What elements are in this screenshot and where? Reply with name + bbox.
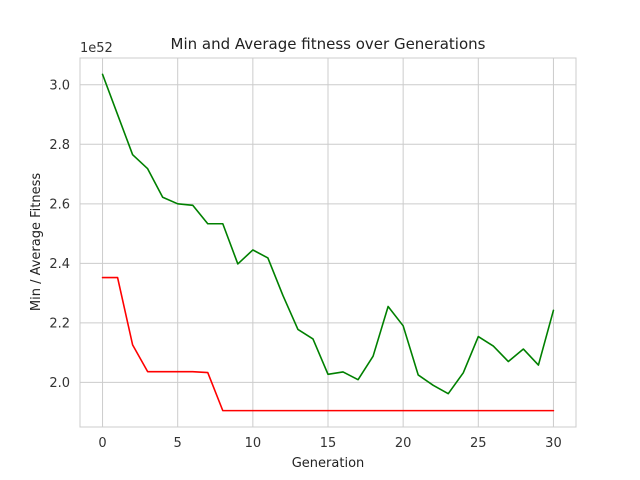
series-layer xyxy=(101,73,555,412)
series-line-average xyxy=(101,73,555,395)
chart-title: Min and Average fitness over Generations xyxy=(171,35,486,53)
x-tick-label: 10 xyxy=(245,436,262,451)
y-tick-label: 3.0 xyxy=(49,78,70,93)
x-tick-label: 5 xyxy=(174,436,182,451)
x-tick-label: 0 xyxy=(98,436,106,451)
x-tick-label: 25 xyxy=(470,436,487,451)
y-tick-label: 2.0 xyxy=(49,376,70,391)
y-tick-label: 2.8 xyxy=(49,138,70,153)
series-line-min xyxy=(101,276,555,412)
y-tick-label: 2.2 xyxy=(49,316,70,331)
x-tick-labels: 0 5 10 15 20 25 30 xyxy=(98,436,561,451)
y-axis-label: Min / Average Fitness xyxy=(29,173,44,311)
x-axis-label: Generation xyxy=(292,456,365,471)
grid xyxy=(80,58,576,427)
x-tick-label: 30 xyxy=(545,436,562,451)
plot-frame xyxy=(79,57,577,428)
y-offset-label: 1e52 xyxy=(80,41,113,56)
x-tick-label: 15 xyxy=(320,436,337,451)
y-tick-label: 2.6 xyxy=(49,197,70,212)
y-tick-labels: 2.0 2.2 2.4 2.6 2.8 3.0 xyxy=(49,78,70,391)
y-tick-label: 2.4 xyxy=(49,257,70,272)
x-tick-label: 20 xyxy=(395,436,412,451)
